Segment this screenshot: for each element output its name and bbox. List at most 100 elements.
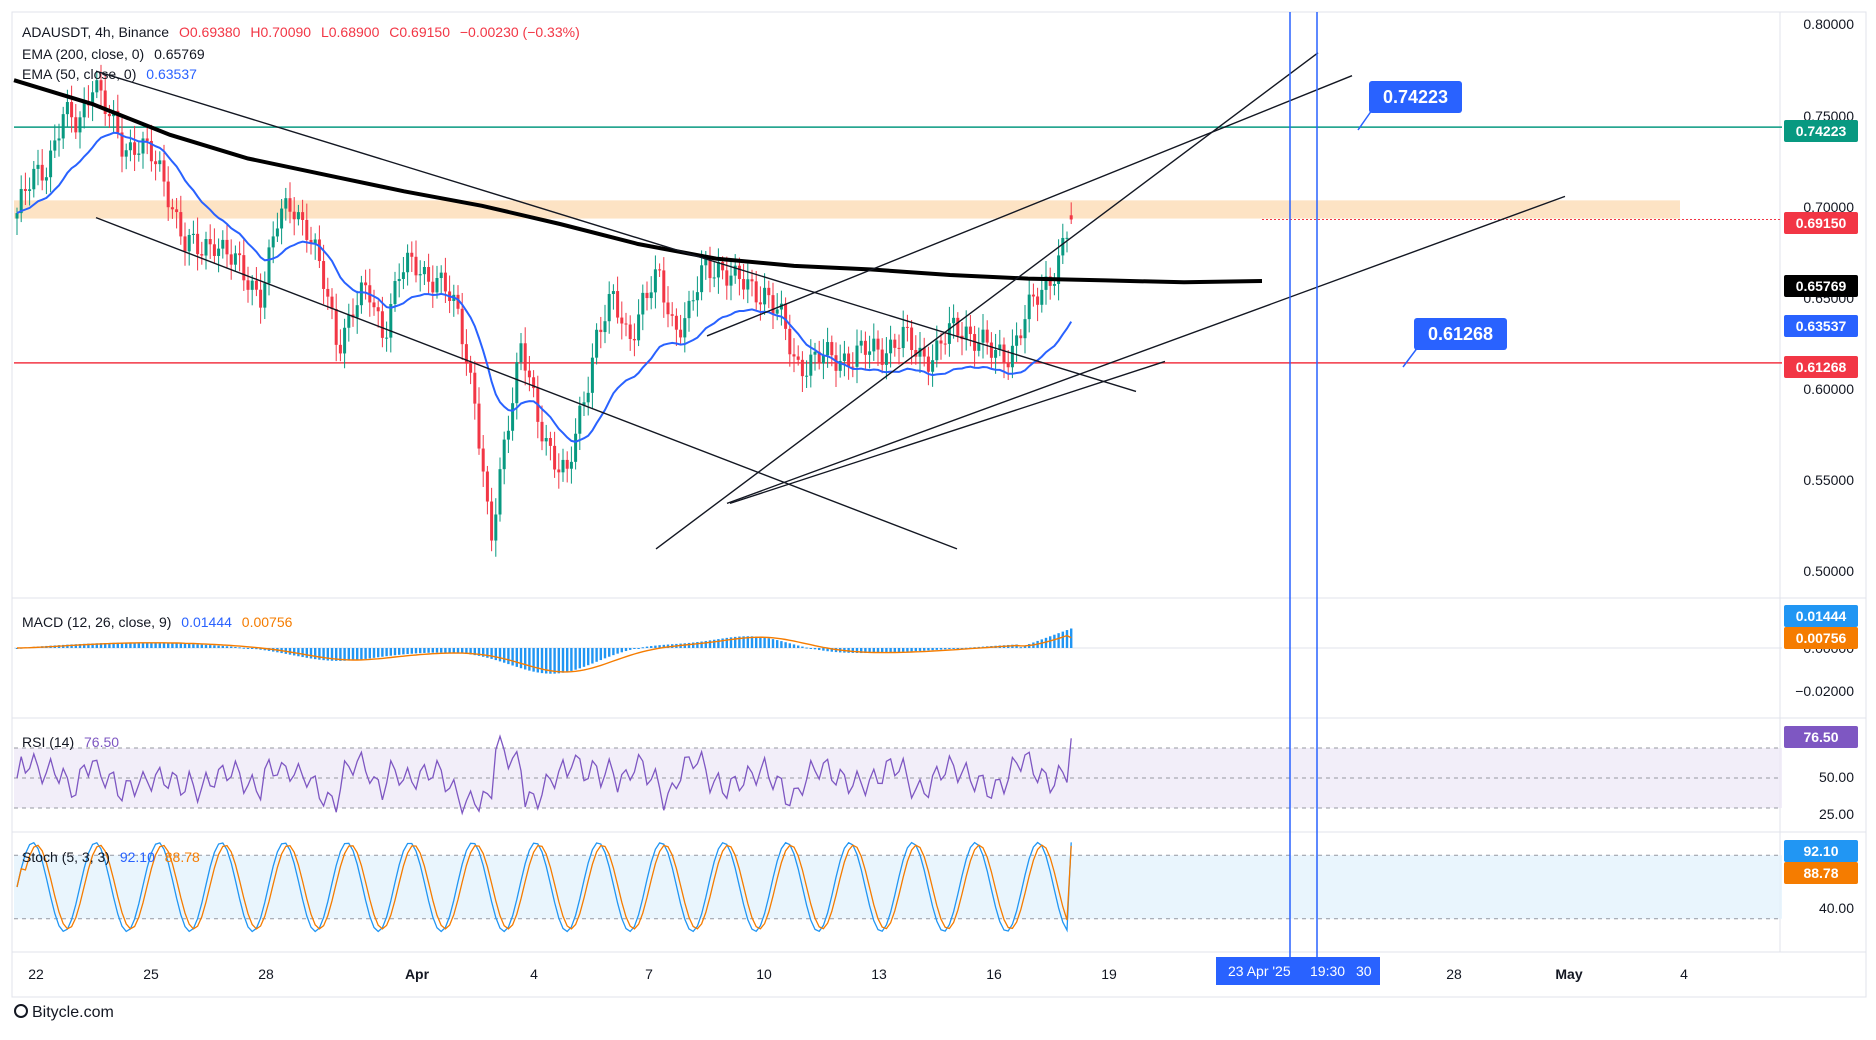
trendline [95, 70, 1137, 393]
macd-bar [952, 648, 955, 649]
price-tick: 0.60000 [1803, 381, 1854, 397]
macd-bar [154, 642, 157, 648]
candle-body [385, 337, 389, 339]
candle-body [893, 339, 897, 348]
candle-body [376, 307, 380, 312]
macd-bar [368, 648, 371, 659]
ohlc-change: −0.00230 (−0.33%) [459, 24, 580, 40]
macd-bar [528, 648, 531, 671]
macd-bar [221, 645, 224, 648]
candle-body [221, 239, 225, 249]
candle-body [813, 351, 817, 355]
candle-body [435, 278, 439, 293]
macd-bar [175, 643, 178, 648]
stoch-legend[interactable]: Stoch (5, 3, 3) 92.10 88.78 [22, 849, 206, 865]
macd-bar [780, 641, 783, 648]
macd-bar [868, 648, 871, 653]
macd-bar [490, 648, 493, 659]
candle-body [481, 448, 485, 472]
candle-body [637, 314, 641, 341]
resistance-callout[interactable]: 0.74223 [1369, 81, 1463, 113]
candle-body [847, 353, 851, 367]
candle-body [15, 213, 19, 219]
candle-body [742, 279, 746, 290]
candle-body [145, 138, 149, 141]
candle-body [141, 138, 145, 154]
candle-body [149, 140, 153, 162]
macd-bar [360, 648, 363, 660]
macd-bar [662, 644, 665, 648]
candle-body [662, 270, 666, 303]
macd-bar [141, 642, 145, 648]
candle-body [687, 300, 691, 319]
macd-bar [536, 648, 539, 673]
macd-bar [612, 648, 615, 656]
macd-bar [910, 648, 913, 652]
ema200-legend[interactable]: EMA (200, close, 0) 0.65769 [22, 46, 211, 62]
macd-bar [788, 643, 791, 648]
macd-bar [1019, 647, 1022, 649]
candle-body [582, 402, 586, 406]
macd-bar [217, 645, 220, 648]
candle-body [19, 188, 23, 214]
candle-body [338, 344, 342, 354]
macd-bar [339, 648, 342, 661]
macd-bar [545, 648, 548, 674]
time-tick: 25 [143, 966, 159, 982]
candle-body [28, 189, 32, 191]
candle-body [498, 469, 502, 515]
candle-body [305, 219, 309, 240]
candle-body [800, 359, 804, 377]
candle-body [464, 344, 468, 364]
macd-bar [855, 648, 859, 654]
candle-body [964, 326, 968, 340]
symbol-title[interactable]: ADAUSDT, 4h, Binance [22, 24, 170, 40]
candle-body [603, 321, 607, 333]
macd-bar [889, 648, 892, 653]
candle-body [317, 239, 321, 262]
candle-body [527, 370, 531, 378]
macd-bar [792, 644, 796, 648]
candle-body [133, 142, 137, 155]
symbol-legend: ADAUSDT, 4h, Binance O0.69380 H0.70090 L… [22, 24, 586, 40]
macd-bar [914, 648, 917, 652]
candle-body [1069, 215, 1073, 220]
macd-bar [503, 648, 506, 663]
macd-bar [318, 648, 321, 660]
macd-bar [1065, 630, 1069, 648]
macd-bar [301, 648, 304, 658]
candle-body [641, 292, 645, 315]
macd-bar [944, 648, 947, 650]
macd-legend[interactable]: MACD (12, 26, close, 9) 0.01444 0.00756 [22, 614, 298, 630]
macd-signal-tag: 0.00756 [1784, 627, 1858, 649]
close-price-tag: 0.69150 [1784, 212, 1858, 234]
candle-body [53, 140, 57, 151]
candle-body [414, 256, 418, 276]
macd-bar [851, 648, 854, 653]
candle-body [259, 289, 263, 308]
macd-bar [587, 648, 590, 666]
candle-body [838, 360, 842, 371]
macd-bar [624, 648, 628, 652]
rsi-legend[interactable]: RSI (14) 76.50 [22, 734, 125, 750]
macd-bar [700, 641, 703, 648]
macd-bar [440, 648, 443, 653]
macd-bar [91, 643, 94, 648]
macd-bar [1053, 634, 1056, 648]
macd-bar [120, 642, 124, 648]
support-callout[interactable]: 0.61268 [1414, 318, 1508, 350]
macd-value: 0.01444 [181, 614, 232, 630]
candle-body [700, 265, 704, 293]
candle-body [767, 287, 771, 296]
macd-bar [931, 648, 934, 651]
candle-body [506, 430, 510, 440]
candle-body [91, 92, 95, 106]
candle-body [116, 110, 120, 133]
candle-body [229, 254, 233, 265]
candle-body [784, 303, 788, 329]
macd-bar [309, 648, 313, 659]
ema50-legend[interactable]: EMA (50, close, 0) 0.63537 [22, 66, 203, 82]
time-tick: 4 [1680, 966, 1688, 982]
candle-body [128, 142, 132, 151]
